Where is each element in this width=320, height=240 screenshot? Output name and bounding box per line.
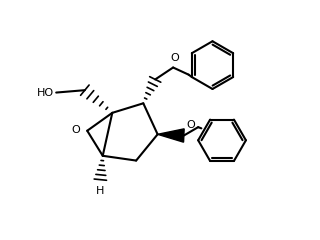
Text: O: O	[170, 53, 179, 63]
Text: H: H	[96, 186, 105, 196]
Text: O: O	[72, 125, 81, 135]
Polygon shape	[158, 129, 184, 142]
Text: HO: HO	[37, 88, 54, 97]
Text: O: O	[186, 120, 195, 130]
